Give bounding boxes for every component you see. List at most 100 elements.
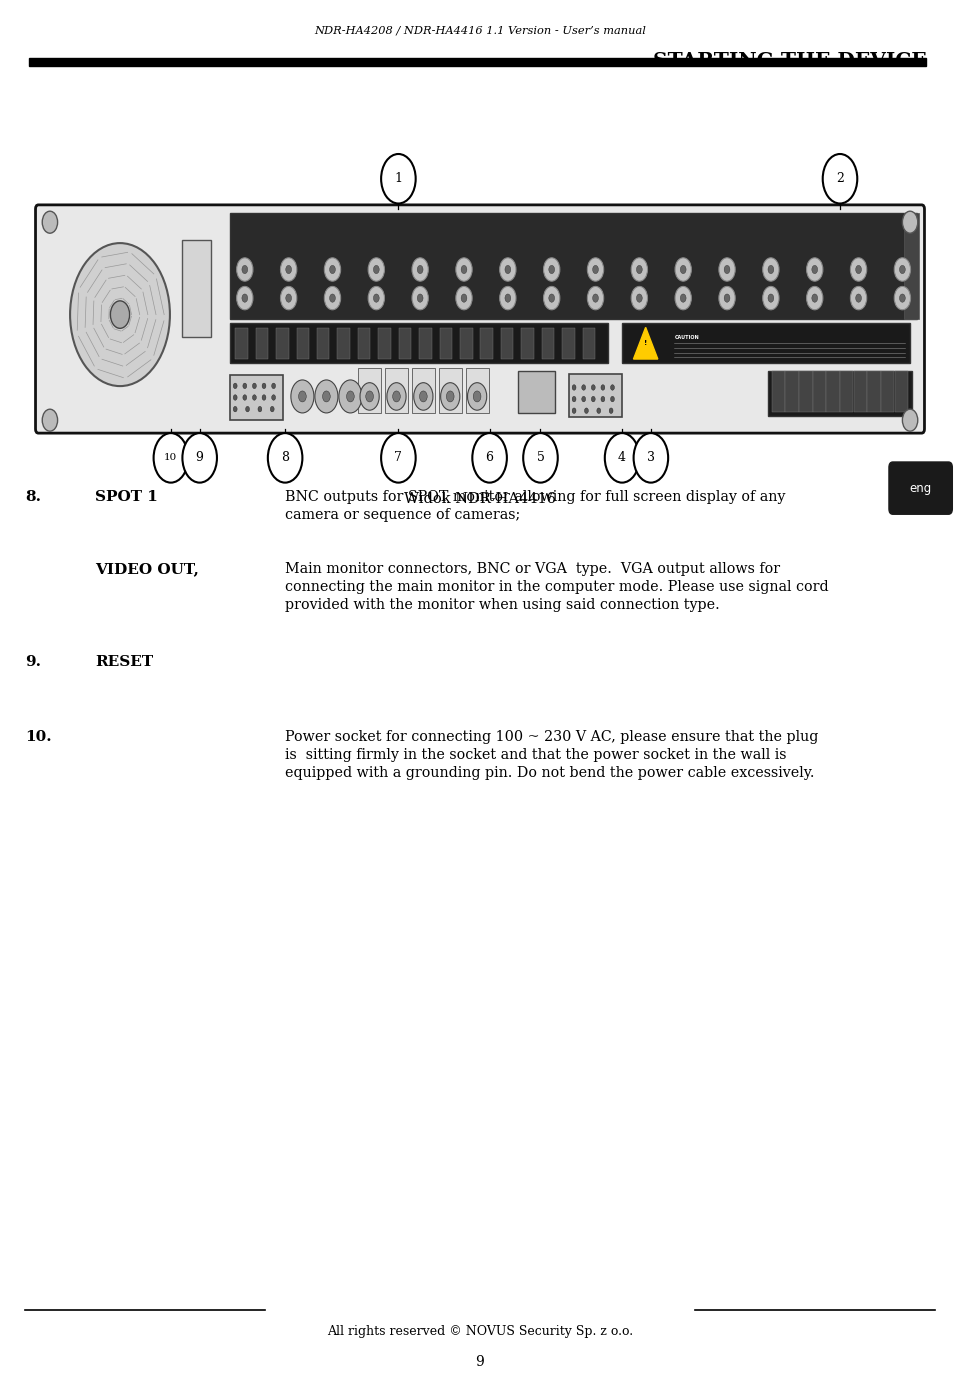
Text: Power socket for connecting 100 ~ 230 V AC, please ensure that the plug: Power socket for connecting 100 ~ 230 V …	[285, 730, 818, 744]
Text: 9: 9	[196, 451, 204, 465]
Bar	[481, 327, 493, 359]
Circle shape	[675, 258, 691, 282]
Circle shape	[381, 433, 416, 483]
Text: 2: 2	[836, 172, 844, 186]
Bar	[768, 371, 912, 417]
Text: !: !	[644, 340, 647, 346]
Circle shape	[286, 265, 292, 274]
Circle shape	[855, 265, 861, 274]
Bar	[785, 371, 799, 412]
Circle shape	[572, 396, 576, 401]
Circle shape	[286, 294, 292, 302]
Circle shape	[154, 433, 188, 483]
Bar	[521, 327, 534, 359]
Bar	[230, 323, 608, 363]
Circle shape	[381, 154, 416, 204]
Circle shape	[299, 390, 306, 401]
Circle shape	[549, 294, 555, 302]
Bar	[385, 368, 408, 414]
Circle shape	[900, 265, 905, 274]
Bar	[563, 327, 575, 359]
Circle shape	[272, 395, 276, 400]
Circle shape	[373, 294, 379, 302]
Text: Widok NDR-HA4416: Widok NDR-HA4416	[404, 492, 556, 506]
Circle shape	[499, 286, 516, 309]
Circle shape	[636, 294, 642, 302]
Bar	[358, 368, 381, 414]
Circle shape	[236, 258, 253, 282]
Text: NDR-HA4208 / NDR-HA4416 1.1 Version - User’s manual: NDR-HA4208 / NDR-HA4416 1.1 Version - Us…	[314, 26, 646, 36]
Text: SPOT 1: SPOT 1	[95, 490, 157, 505]
Circle shape	[582, 396, 586, 401]
Circle shape	[592, 265, 598, 274]
Bar	[813, 371, 827, 412]
Circle shape	[806, 258, 823, 282]
Circle shape	[280, 258, 297, 282]
Bar	[440, 327, 452, 359]
Bar	[853, 371, 867, 412]
Circle shape	[812, 265, 818, 274]
Bar	[867, 371, 880, 412]
Text: 7: 7	[395, 451, 402, 465]
Circle shape	[634, 433, 668, 483]
Circle shape	[233, 407, 237, 412]
Text: Main monitor connectors, BNC or VGA  type.  VGA output allows for: Main monitor connectors, BNC or VGA type…	[285, 562, 780, 576]
Circle shape	[110, 301, 130, 329]
Circle shape	[360, 382, 379, 410]
Circle shape	[585, 408, 588, 414]
Circle shape	[592, 294, 598, 302]
Circle shape	[588, 286, 604, 309]
Circle shape	[851, 258, 867, 282]
Circle shape	[368, 258, 384, 282]
Circle shape	[414, 382, 433, 410]
Circle shape	[252, 384, 256, 389]
Circle shape	[446, 390, 454, 401]
Bar	[230, 375, 283, 421]
Circle shape	[895, 258, 910, 282]
Bar	[337, 327, 349, 359]
Circle shape	[601, 396, 605, 401]
Bar	[904, 213, 919, 319]
Circle shape	[412, 286, 428, 309]
Circle shape	[324, 258, 341, 282]
Circle shape	[719, 258, 735, 282]
Circle shape	[611, 396, 614, 401]
Circle shape	[591, 396, 595, 401]
Circle shape	[393, 390, 400, 401]
FancyBboxPatch shape	[36, 205, 924, 433]
Circle shape	[768, 294, 774, 302]
Circle shape	[632, 258, 647, 282]
Text: is  sitting firmly in the socket and that the power socket in the wall is: is sitting firmly in the socket and that…	[285, 748, 786, 762]
Bar	[895, 371, 908, 412]
Text: 4: 4	[618, 451, 626, 465]
Bar	[518, 371, 555, 414]
Circle shape	[473, 390, 481, 401]
Circle shape	[339, 380, 362, 412]
Bar	[420, 327, 432, 359]
Circle shape	[233, 395, 237, 400]
Circle shape	[823, 154, 857, 204]
Circle shape	[182, 433, 217, 483]
Circle shape	[242, 294, 248, 302]
Circle shape	[591, 385, 595, 390]
Circle shape	[855, 294, 861, 302]
Circle shape	[461, 294, 467, 302]
Circle shape	[472, 433, 507, 483]
Circle shape	[412, 258, 428, 282]
Circle shape	[549, 265, 555, 274]
Circle shape	[724, 294, 730, 302]
Circle shape	[418, 265, 423, 274]
Circle shape	[724, 265, 730, 274]
Text: All rights reserved © NOVUS Security Sp. z o.o.: All rights reserved © NOVUS Security Sp.…	[327, 1326, 633, 1338]
Text: eng: eng	[909, 481, 932, 495]
Bar	[460, 327, 472, 359]
Circle shape	[675, 286, 691, 309]
Circle shape	[588, 258, 604, 282]
Circle shape	[601, 385, 605, 390]
Bar	[772, 371, 785, 412]
Circle shape	[505, 294, 511, 302]
Bar	[255, 327, 268, 359]
Circle shape	[329, 294, 335, 302]
Text: 3: 3	[647, 451, 655, 465]
Bar	[182, 239, 211, 337]
